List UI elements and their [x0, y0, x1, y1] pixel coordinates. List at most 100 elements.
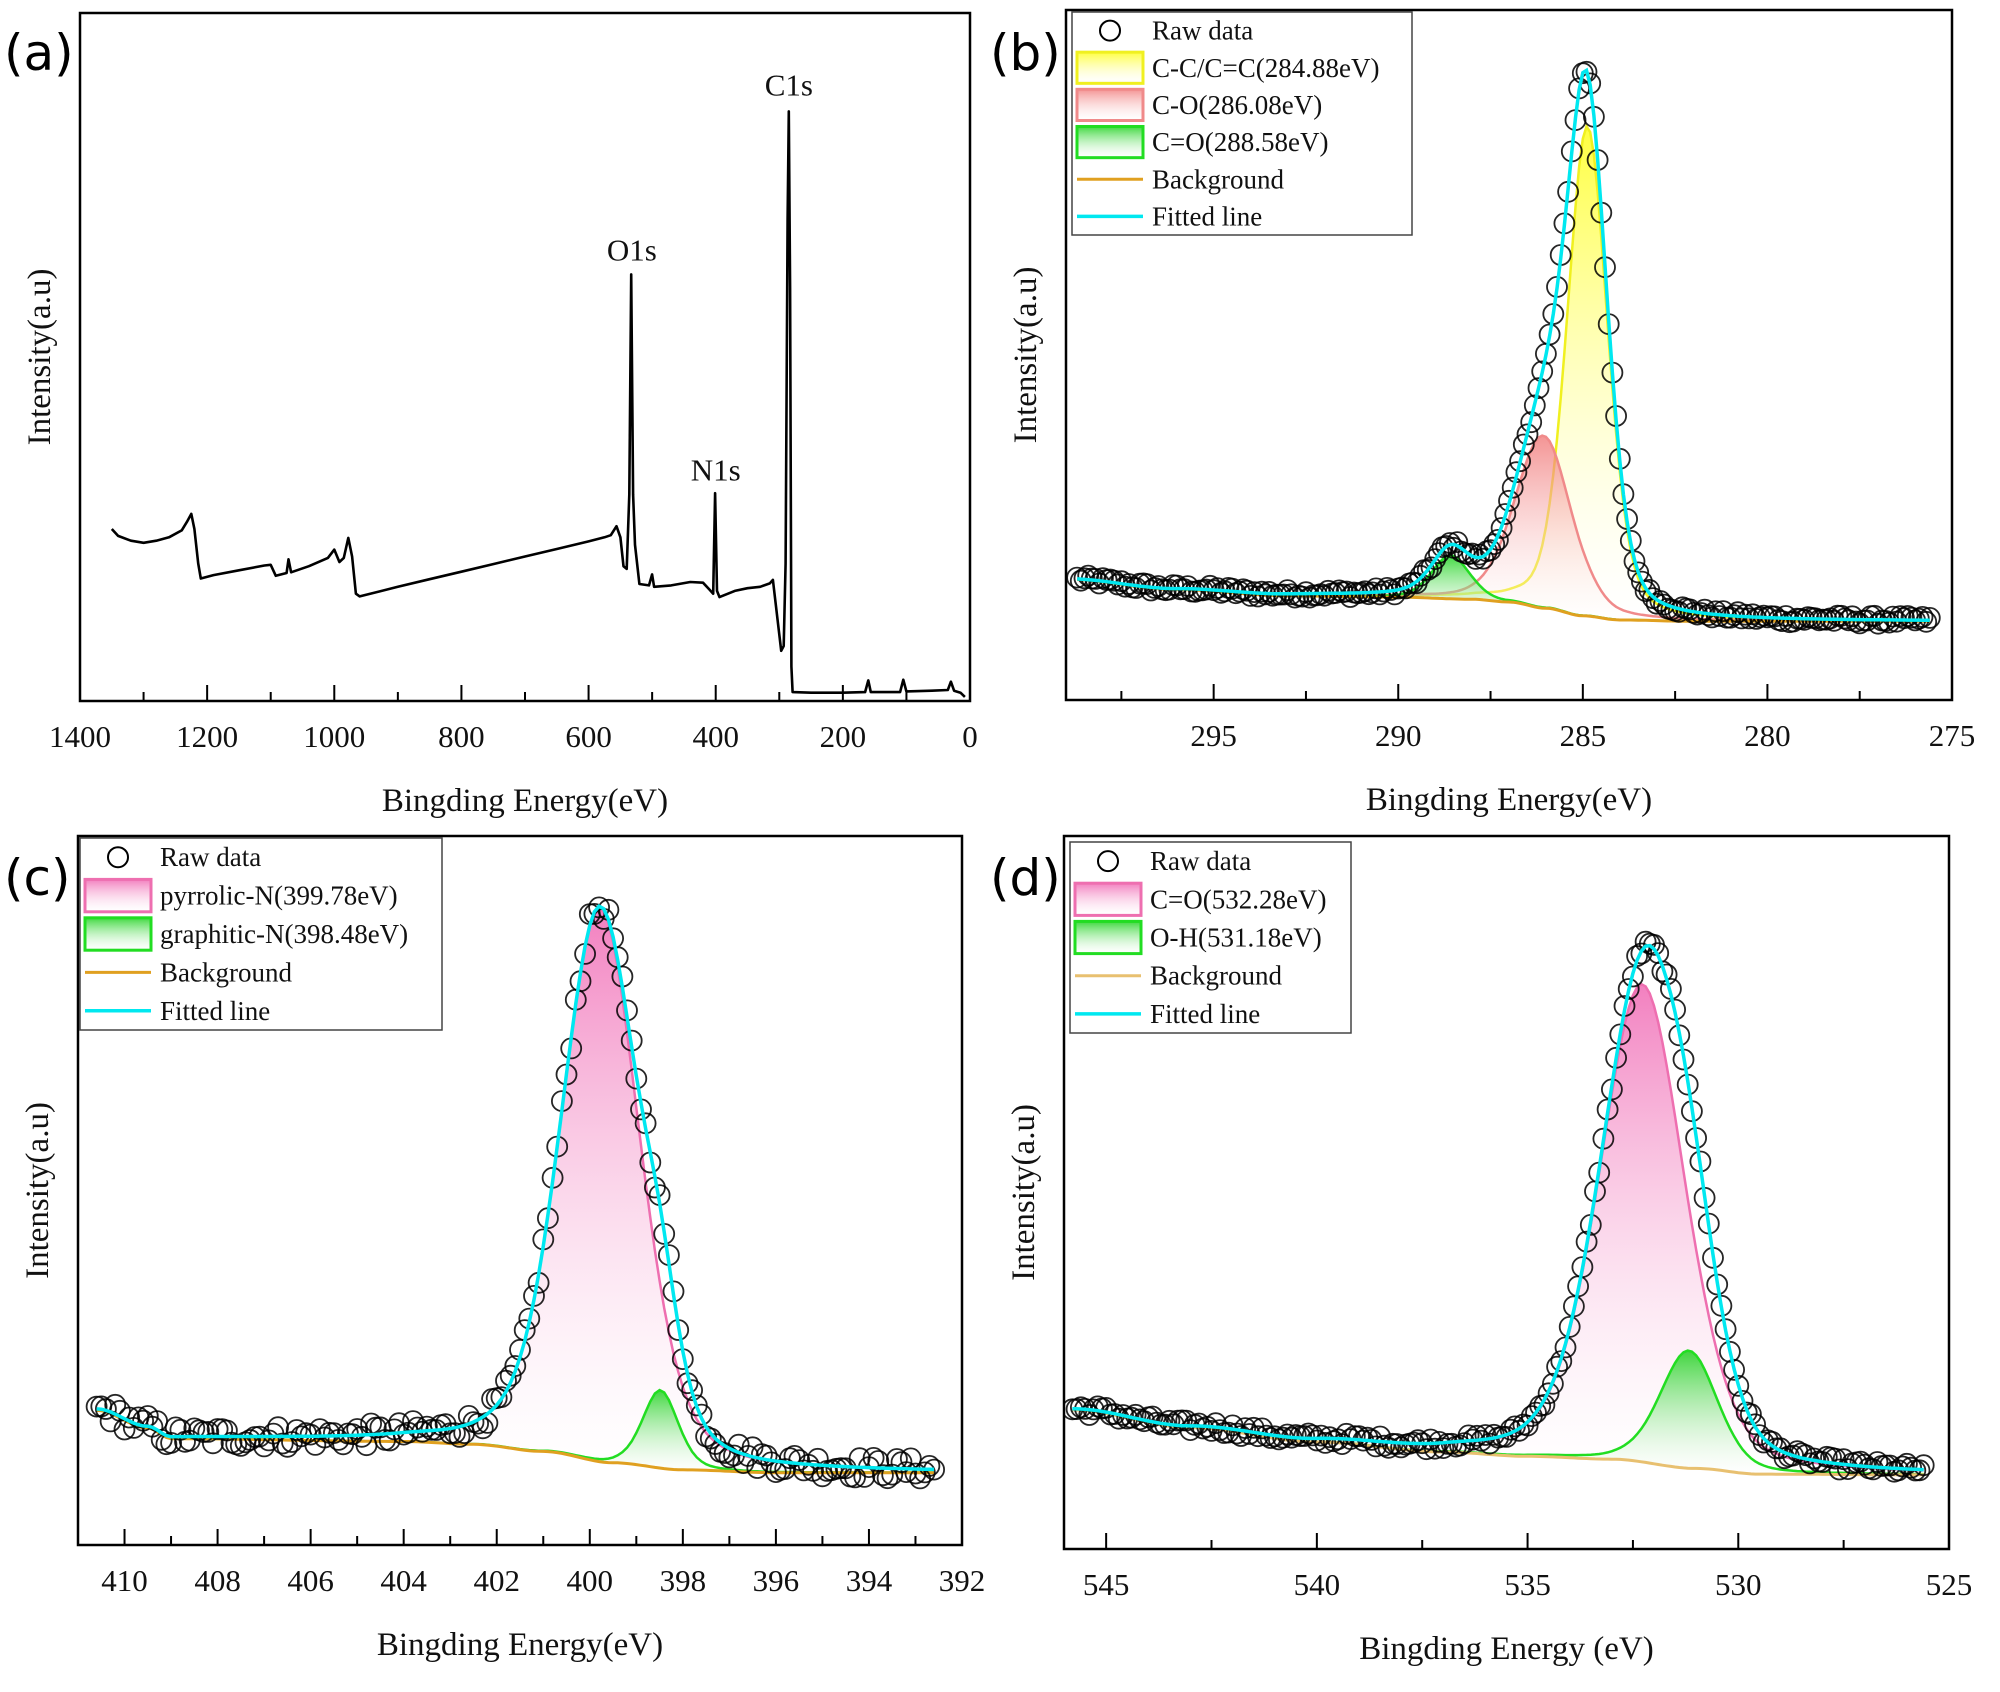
raw-data-point [1575, 60, 1598, 83]
x-tick-label: 280 [1744, 718, 1791, 753]
plot-area [85, 896, 945, 1490]
raw-data-point [1531, 360, 1554, 383]
plot-area [1064, 930, 1935, 1483]
axes-frame [76, 834, 964, 1547]
legend-component-label: pyrrolic-N(399.78eV) [160, 881, 398, 911]
legend-background-label: Background [1150, 961, 1282, 991]
x-tick-label: 394 [846, 1563, 893, 1598]
raw-data-point [1424, 1437, 1446, 1460]
raw-data-point [1533, 1394, 1556, 1416]
raw-data-point [1622, 965, 1644, 988]
raw-data-point [378, 1429, 401, 1452]
legend-background-label: Background [160, 957, 292, 987]
x-tick-label: 600 [565, 719, 612, 754]
raw-data-point [1376, 577, 1399, 599]
x-axis-title: Bingding Energy (eV) [1359, 1631, 1654, 1667]
raw-data-point [406, 1416, 429, 1439]
legend-component-label: O-H(531.18eV) [1150, 923, 1322, 953]
x-tick-label: 530 [1715, 1567, 1762, 1602]
raw-data-point [1103, 1403, 1126, 1425]
legend-swatch [1073, 919, 1143, 956]
panel-label: (b) [990, 24, 1061, 82]
raw-data-point [1918, 607, 1941, 629]
peak-label-c1s: C1s [765, 67, 813, 102]
raw-data-point [1415, 1438, 1438, 1461]
x-tick-label: 535 [1504, 1567, 1551, 1602]
legend: Raw data C=O(532.28eV) O-H(531.18eV) Backgr… [1069, 841, 1352, 1034]
legend-raw-marker [1097, 850, 1119, 873]
legend: Raw data pyrrolic-N(399.78eV) graphitic-N(… [79, 837, 443, 1031]
raw-data [85, 896, 945, 1490]
raw-data-point [1276, 579, 1299, 601]
raw-data-point [1509, 450, 1531, 473]
raw-data-point [895, 1461, 918, 1483]
panel-c: Raw data pyrrolic-N(399.78eV) graphitic-N(… [4, 834, 986, 1663]
raw-data-point [918, 1455, 941, 1477]
x-tick-label: 545 [1083, 1567, 1130, 1602]
raw-data-point [1516, 1414, 1539, 1437]
raw-data-point [1499, 1418, 1522, 1441]
survey-line [110, 110, 966, 698]
raw-data-point [150, 1428, 173, 1451]
legend-fitted-label: Fitted line [160, 996, 270, 1026]
panel-label: (a) [4, 24, 74, 82]
x-tick-label: 275 [1929, 718, 1976, 753]
raw-data-point [1525, 1401, 1547, 1424]
legend-swatch [1073, 881, 1143, 917]
raw-data-point [1911, 606, 1934, 628]
raw-data [1064, 930, 1935, 1483]
legend-swatch [1075, 125, 1145, 160]
panel-label: (c) [4, 849, 71, 907]
plot-area [1066, 60, 1941, 635]
x-tick-label: 402 [473, 1563, 520, 1598]
legend-swatch [1075, 87, 1145, 123]
component-fill [1072, 984, 1924, 1475]
legend-component-label: C=O(288.58eV) [1152, 127, 1328, 157]
raw-data-point [1501, 476, 1524, 499]
legend-swatch [83, 916, 153, 952]
x-tick-label: 406 [287, 1563, 334, 1598]
legend-fitted-label: Fitted line [1150, 999, 1260, 1029]
axes-frame [1064, 8, 1954, 702]
raw-data-point [1849, 1450, 1872, 1473]
x-tick-label: 392 [939, 1563, 986, 1598]
peak-label-o1s: O1s [607, 232, 657, 267]
raw-data-point [1494, 503, 1517, 525]
legend-component-label: graphitic-N(398.48eV) [160, 919, 408, 949]
raw-data-point [1631, 570, 1653, 593]
legend-box [1071, 11, 1413, 236]
raw-data-point [95, 1398, 117, 1420]
raw-data-point [285, 1419, 308, 1441]
plot-area [110, 110, 966, 698]
panel-a: O1s N1s C1s 1400 1200 1000 800 600 400 200 0 Bingdi… [4, 11, 978, 819]
raw-data-point [1882, 605, 1904, 628]
raw-data-point [1769, 1437, 1792, 1460]
raw-data-point [1284, 586, 1306, 609]
x-tick-label: 525 [1926, 1567, 1973, 1602]
raw-data-point [1837, 1458, 1859, 1480]
y-axis-title: Intensity(a.u) [1006, 1104, 1042, 1281]
raw-data-point [1107, 1407, 1130, 1430]
raw-data-point [1523, 394, 1546, 417]
y-axis-title: Intensity(a.u) [20, 1102, 56, 1279]
raw-data-point [755, 1444, 778, 1467]
x-tick-label: 404 [380, 1563, 427, 1598]
axes-frame [1062, 834, 1951, 1551]
raw-data-point [588, 896, 610, 919]
x-tick-label: 396 [753, 1563, 800, 1598]
raw-data-point [1727, 1374, 1750, 1397]
x-tick-label: 540 [1294, 1567, 1341, 1602]
x-tick-label: 1400 [49, 719, 111, 754]
raw-data-point [1723, 1358, 1745, 1381]
raw-data-point [1542, 1372, 1564, 1395]
legend-raw-marker [1099, 19, 1121, 42]
x-tick-label: 398 [660, 1563, 707, 1598]
legend-background-label: Background [1152, 164, 1284, 194]
raw-data-point [1383, 583, 1406, 606]
fitted-line [96, 903, 935, 1472]
raw-data-point [690, 1403, 713, 1426]
raw-data-point [504, 1355, 527, 1377]
raw-data-point [1322, 1430, 1345, 1453]
fitted-line [1077, 67, 1930, 622]
raw-data-point [1457, 1424, 1480, 1447]
